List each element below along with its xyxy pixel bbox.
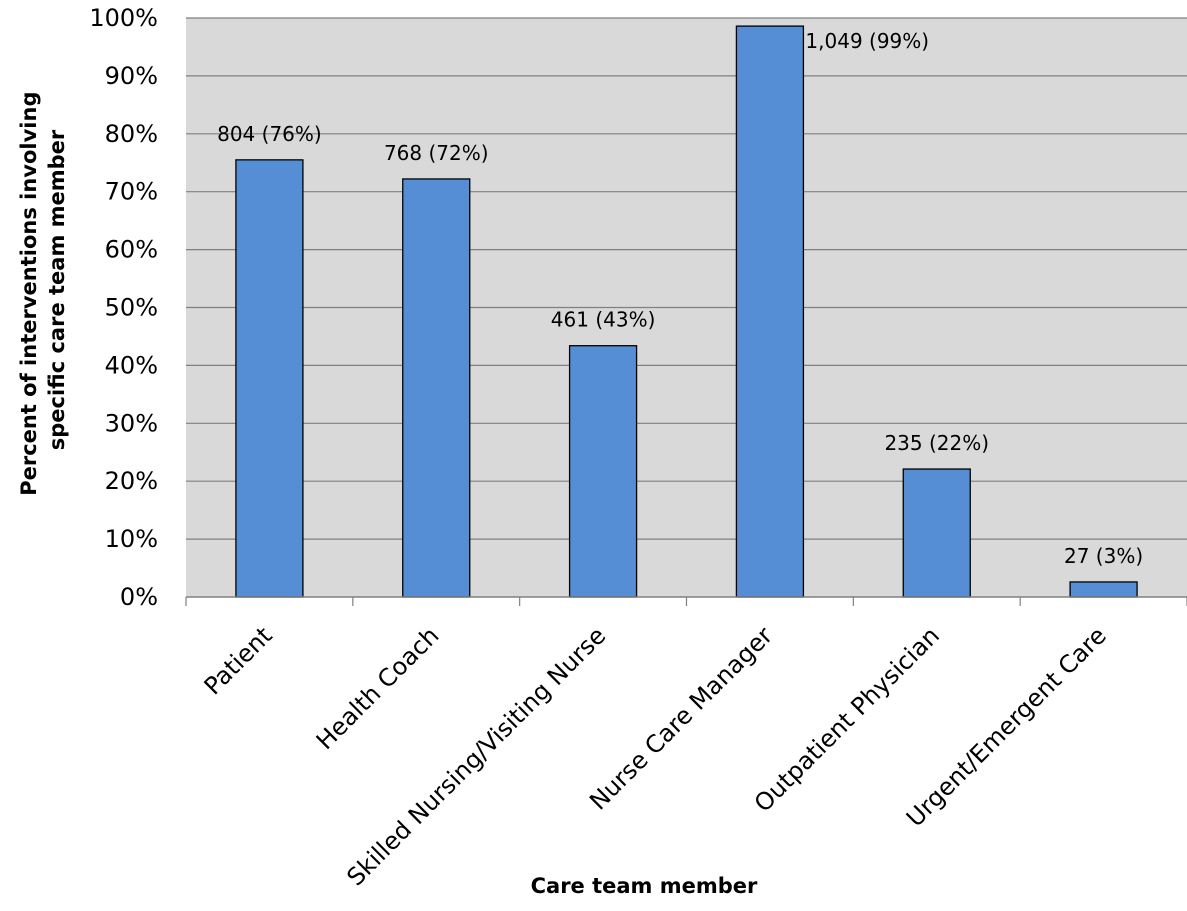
- x-tick-label: Nurse Care Manager: [584, 621, 778, 815]
- gridlines: [186, 17, 1187, 540]
- x-tick-label: Outpatient Physician: [749, 621, 945, 817]
- bar: [735, 25, 805, 598]
- y-tick-label: 60%: [105, 236, 158, 264]
- bar: [402, 178, 471, 598]
- x-tick-label: Skilled Nursing/Visiting Nurse: [341, 621, 611, 891]
- y-tick-label: 90%: [105, 62, 158, 90]
- y-tick-label: 70%: [105, 178, 158, 206]
- data-labels: 804 (76%) 768 (72%) 461 (43%) 1,049 (99%) 23…: [217, 29, 1143, 568]
- bar: [568, 345, 638, 598]
- x-tick-label: Health Coach: [311, 621, 445, 755]
- y-tick-label: 80%: [105, 120, 158, 148]
- y-tick-label: 0%: [120, 583, 158, 611]
- data-label: 768 (72%): [384, 141, 489, 165]
- bar: [1069, 581, 1138, 598]
- y-tick-label: 40%: [105, 351, 158, 379]
- y-axis-title: Percent of interventions involving speci…: [17, 84, 69, 496]
- x-axis-title: Care team member: [531, 874, 758, 898]
- y-tick-label: 30%: [105, 409, 158, 437]
- data-label: 1,049 (99%): [805, 29, 929, 53]
- data-label: 804 (76%): [217, 122, 322, 146]
- y-tick-label: 100%: [89, 4, 158, 32]
- y-tick-label: 10%: [105, 525, 158, 553]
- y-tick-label: 50%: [105, 294, 158, 322]
- bar: [902, 468, 971, 598]
- bar: [235, 159, 304, 598]
- x-ticks: [185, 597, 1187, 606]
- x-tick-label: Patient: [199, 621, 278, 700]
- data-label: 461 (43%): [551, 308, 656, 332]
- data-label: 235 (22%): [884, 431, 989, 455]
- y-tick-labels: 0% 10% 20% 30% 40% 50% 60% 70% 80% 90% 100%: [89, 4, 158, 611]
- y-tick-label: 20%: [105, 467, 158, 495]
- data-label: 27 (3%): [1064, 544, 1143, 568]
- bars: [235, 25, 1138, 598]
